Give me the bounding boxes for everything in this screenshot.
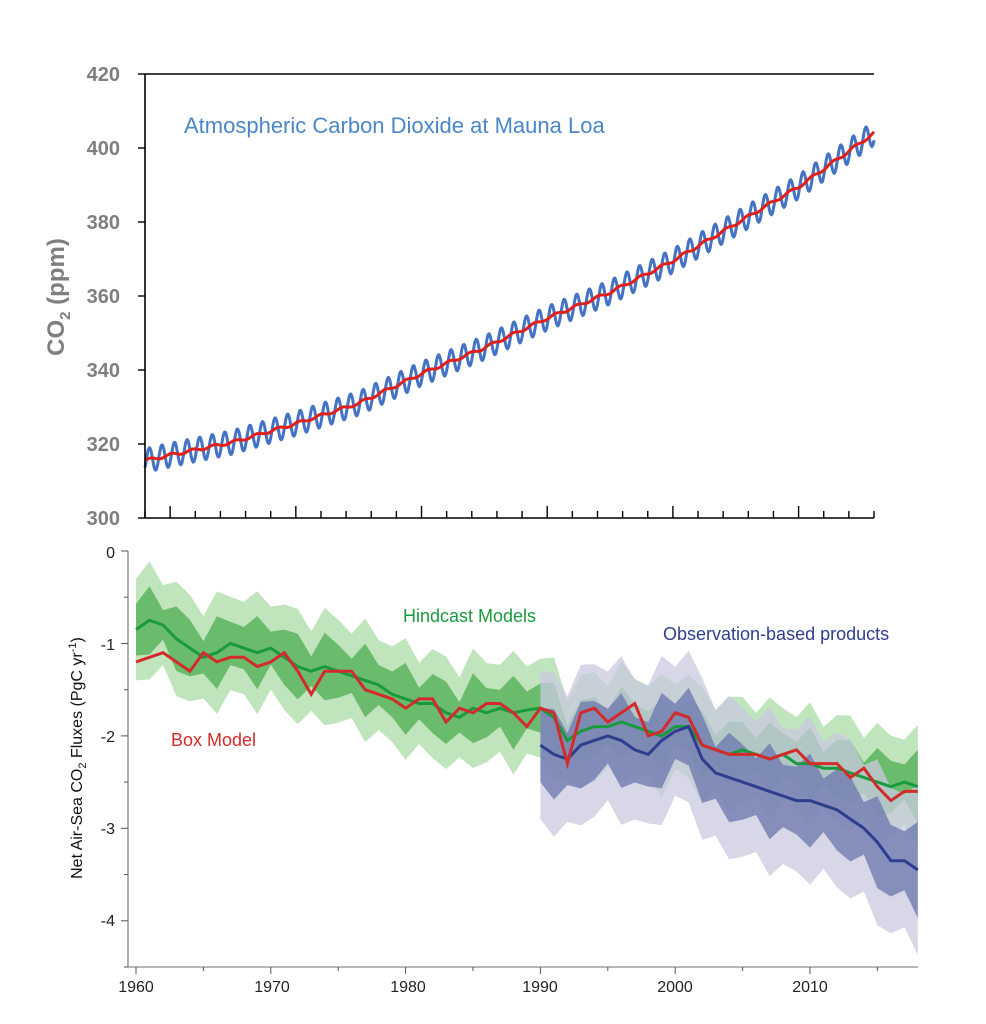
flux-y-tick-labels: -4 -3 -2 -1 0: [101, 545, 115, 930]
flux-y-axis-title-sub: 2: [77, 762, 89, 768]
flux-x-tick-label: 2000: [657, 979, 693, 996]
observation-products-label: Observation-based products: [663, 624, 889, 644]
flux-y-tick-label: -3: [101, 821, 115, 838]
flux-y-axis-title: Net Air-Sea CO2 Fluxes (PgC yr-1): [67, 637, 89, 879]
flux-y-tick-label: -2: [101, 729, 115, 746]
co2-y-tick-label: 420: [87, 64, 120, 86]
flux-y-tick-label: -1: [101, 637, 115, 654]
co2-ticks: [138, 73, 875, 519]
flux-lines: [135, 618, 919, 872]
flux-x-tick-label: 2010: [792, 979, 828, 996]
co2-y-axis-title-sub: 2: [57, 311, 74, 319]
co2-chart-title: Atmospheric Carbon Dioxide at Mauna Loa: [184, 113, 605, 138]
co2-y-tick-label: 360: [87, 286, 120, 308]
flux-y-tick-label: 0: [106, 545, 115, 562]
flux-x-tick-label: 1960: [118, 979, 154, 996]
flux-x-tick-label: 1980: [390, 979, 426, 996]
flux-x-tick-labels: 1960 1970 1980 1990 2000 2010: [118, 979, 828, 996]
flux-y-axis-title-sup: -1: [67, 642, 79, 652]
co2-trend-line: [144, 130, 876, 462]
co2-plot-area: [143, 125, 876, 472]
co2-y-tick-label: 300: [87, 508, 120, 530]
hindcast-models-line: [135, 618, 919, 789]
co2-y-axis-title-main: CO: [43, 320, 70, 356]
flux-chart: -4 -3 -2 -1 0 1960 1970 1980 1990 2000 2…: [67, 545, 919, 996]
flux-axes: [127, 551, 918, 968]
flux-x-tick-label: 1970: [254, 979, 290, 996]
hindcast-models-label: Hindcast Models: [403, 606, 536, 626]
box-model-line: [135, 650, 918, 803]
flux-y-tick-label: -4: [101, 913, 115, 930]
co2-chart: 300 320 340 360 380 400 420 CO2 (ppm) At…: [43, 64, 876, 530]
co2-y-tick-labels: 300 320 340 360 380 400 420: [87, 64, 120, 530]
co2-y-axis-title-units: (ppm): [43, 238, 70, 311]
flux-x-tick-label: 1990: [522, 979, 558, 996]
flux-y-axis-title-units: Fluxes (PgC yr: [69, 652, 86, 763]
flux-ticks: [121, 550, 878, 974]
co2-y-tick-label: 320: [87, 434, 120, 456]
box-model-label: Box Model: [171, 730, 256, 750]
co2-y-tick-label: 340: [87, 360, 120, 382]
observation-inner-band: [540, 687, 918, 918]
co2-axes: [144, 73, 874, 519]
co2-monthly-line: [143, 125, 876, 472]
flux-y-axis-title-main: Net Air-Sea CO: [69, 769, 86, 879]
co2-y-axis-title: CO2 (ppm): [43, 238, 74, 356]
co2-y-tick-label: 380: [87, 212, 120, 234]
co2-y-tick-label: 400: [87, 138, 120, 160]
observation-products-line: [539, 724, 919, 872]
flux-y-axis-title-end: ): [69, 637, 86, 642]
